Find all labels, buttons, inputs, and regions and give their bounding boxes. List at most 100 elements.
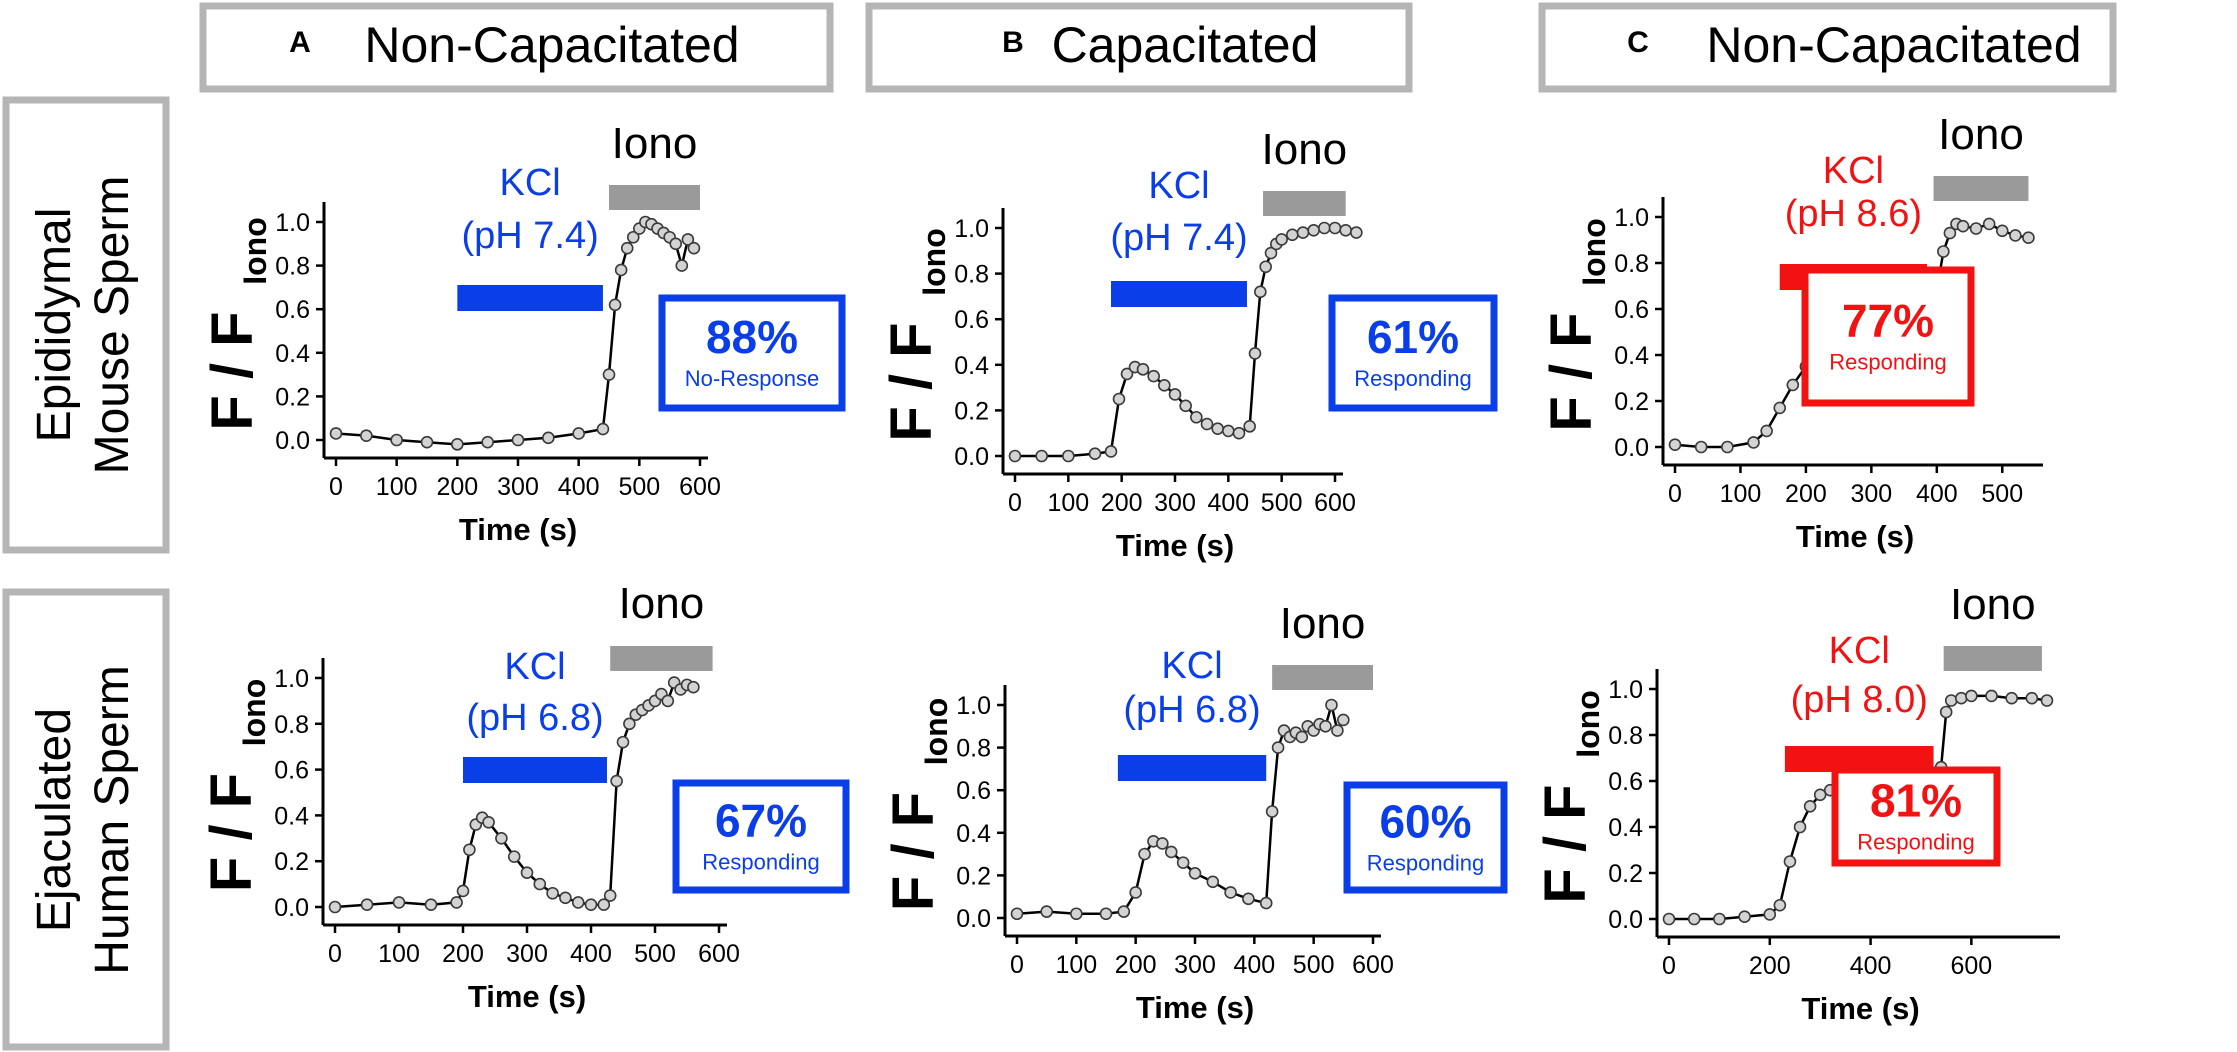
data-point [661,694,675,708]
data-point [559,891,572,905]
data-point [1939,705,1953,719]
column-header-a: A Non-Capacitated [199,2,834,93]
y-axis-label-subscript: Iono [1570,690,1606,758]
data-point [482,815,495,829]
data-point [681,233,695,246]
data-point [1694,440,1708,454]
x-tick-label: 0 [1668,480,1682,508]
column-header-c-box [1538,2,2117,93]
y-tick-label: 0.0 [1614,434,1649,462]
data-point [1331,724,1344,737]
data-point [1328,221,1342,235]
y-axis-label-subscript: Iono [236,679,272,747]
column-header-a-letter: A [289,26,311,59]
y-tick-label: 0.2 [1608,860,1643,888]
stat-percent: 61% [1367,311,1459,363]
y-axis-label: F / F [199,773,264,892]
y-tick-label: 0.4 [275,340,310,368]
data-point [1206,875,1220,889]
data-point [1937,245,1950,258]
x-tick-label: 200 [436,473,478,501]
data-point [507,850,521,863]
x-tick-label: 100 [1047,489,1089,517]
data-point [450,896,463,909]
data-point [328,900,342,914]
y-tick-label: 0.0 [954,443,989,471]
kcl-label: KCl [1823,150,1884,192]
y-tick-label: 0.8 [1614,250,1649,278]
iono-bar [610,646,713,671]
x-tick-label: 0 [1008,489,1022,517]
y-axis-label-subscript: Iono [916,228,952,296]
kcl-ph-label: (pH 6.8) [1123,689,1260,731]
x-tick-label: 300 [497,473,539,501]
y-tick-label: 0.2 [954,397,989,425]
column-header-b-title: Capacitated [1052,17,1319,73]
data-point [1773,401,1787,415]
iono-label: Iono [1262,125,1348,174]
kcl-label: KCl [504,646,565,688]
y-axis-label: F / F [879,322,944,441]
x-tick-label: 400 [558,473,600,501]
iono-bar [609,185,700,210]
stat-box [1328,294,1498,412]
panels: 0.0 0.2 0.4 0.6 0.8 1.0 0 100 200 300 400 500 600 Tim… [199,110,2060,1026]
data-point [1259,260,1272,274]
stat-label: No-Response [685,366,820,391]
data-point [1112,392,1126,406]
x-axis-label: Time (s) [459,512,577,547]
data-point [1265,805,1279,818]
kcl-bar [1117,755,1267,781]
y-tick-label: 1.0 [275,209,310,237]
data-point [1138,847,1151,861]
data-point [603,889,617,902]
data-point [1662,912,1676,926]
data-point [610,774,623,788]
y-tick-label: 1.0 [956,692,991,720]
row-label-mouse: Epididymal Mouse Sperm [2,96,170,554]
x-tick-label: 500 [1261,489,1303,517]
iono-bar [1263,191,1346,216]
y-tick-label: 0.6 [1608,768,1643,796]
y-axis-label: F / F [200,311,265,430]
column-header-a-title: Non-Capacitated [364,17,739,73]
y-tick-label: 1.0 [274,665,309,693]
y-axis-label: F / F [1533,784,1598,903]
y-tick-label: 0.6 [1614,296,1649,324]
x-tick-label: 400 [570,940,612,968]
stat-box [1831,766,2001,867]
x-tick-label: 600 [698,940,740,968]
data-point [1319,719,1332,733]
data-point [1721,440,1734,454]
data-point [1687,912,1701,926]
data-point [1786,378,1800,392]
data-point [1271,741,1285,754]
data-point [2040,694,2054,707]
panel-B-mouse: 0.0 0.2 0.4 0.6 0.8 1.0 0 100 200 300 400 500 600 Tim… [879,125,1498,563]
y-tick-label: 0.4 [954,352,989,380]
data-point [546,886,559,900]
x-axis-label: Time (s) [1136,990,1254,1025]
data-point [2009,229,2022,242]
iono-label: Iono [1280,599,1366,648]
kcl-bar [1111,281,1247,307]
data-point [1965,689,1978,703]
row-label-human-line1: Ejaculated [28,708,81,932]
stat-percent: 60% [1379,796,1471,848]
x-tick-label: 0 [328,940,342,968]
y-tick-label: 1.0 [954,215,989,243]
y-tick-label: 0.4 [1614,342,1649,370]
panel-C-mouse: 0.0 0.2 0.4 0.6 0.8 1.0 0 100 200 300 400 500 Time (… [1539,110,2043,554]
data-point [2025,691,2039,705]
kcl-ph-label: (pH 7.4) [1110,217,1247,259]
column-header-c-title: Non-Capacitated [1706,17,2081,73]
x-tick-label: 500 [618,473,660,501]
data-point [1747,436,1760,449]
data-point [1164,845,1178,859]
data-point [1350,226,1363,239]
data-point [1179,399,1192,413]
panel-A-human: 0.0 0.2 0.4 0.6 0.8 1.0 0 100 200 300 400 500 600 Tim… [199,579,850,1014]
data-point [1773,898,1787,912]
iono-bar [1272,665,1373,690]
